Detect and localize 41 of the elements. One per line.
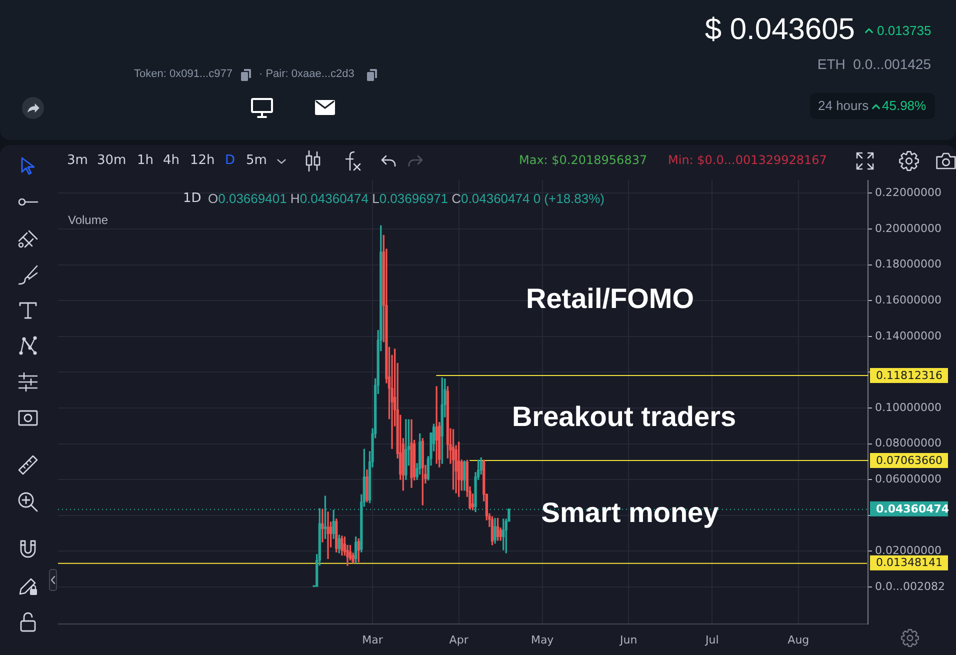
data-label: 0.11812316	[876, 368, 942, 382]
annotation: Volume	[68, 213, 108, 228]
y-tick-label: 0.06000000	[875, 472, 942, 486]
x-tick-label: Mar	[362, 633, 384, 646]
x-tick-label: Aug	[788, 633, 810, 646]
text: 45.98%	[882, 98, 926, 113]
y-tick-label: 0.22000000	[875, 186, 942, 200]
y-tick-label: 0.14000000	[875, 329, 942, 342]
annotation: 1D	[183, 190, 202, 206]
text: 24 hours	[818, 98, 869, 113]
annotation: Smart money	[541, 496, 719, 528]
y-tick-label: 0.16000000	[875, 293, 942, 306]
annotation: Retail/FOMO	[526, 282, 694, 314]
text: D	[225, 152, 236, 168]
y-tick-label: 0.08000000	[875, 436, 942, 450]
text: 1h	[137, 152, 154, 168]
data-label: 0.07063660	[876, 454, 942, 467]
x-tick-label: Apr	[449, 633, 469, 646]
x-tick-label: May	[530, 633, 554, 646]
text: $ 0.043605	[704, 12, 855, 46]
ref-line-label: 0.01348141	[876, 556, 942, 570]
text: Token: 0x091...c977	[134, 68, 232, 80]
text: ETH 0.0...001425	[817, 56, 931, 72]
text: 5m	[246, 152, 267, 168]
y-tick-label: 0.10000000	[875, 400, 942, 414]
text: 30m	[97, 152, 126, 168]
x-tick-label: Jun	[619, 633, 638, 646]
text: 4h	[163, 152, 180, 168]
annotation: Breakout traders	[512, 400, 736, 432]
x-tick-label: Jul	[704, 633, 719, 646]
y-tick-label: 0.0...002082	[875, 580, 945, 593]
text: 3m	[67, 152, 88, 168]
y-tick-label: 0.20000000	[875, 222, 942, 235]
text: Min: $0.0...001329928167	[668, 153, 827, 168]
text: 0.013735	[877, 22, 932, 38]
y-tick-label: 0.18000000	[875, 258, 942, 271]
text: Max: $0.2018956837	[519, 153, 648, 168]
text: · Pair: 0xaae...c2d3	[259, 68, 354, 80]
text: 12h	[190, 152, 215, 168]
y-tick-label: 0.02000000	[875, 544, 942, 558]
annotation: O0.03669401 H0.04360474 L0.03696971 C0.04360474 0 (+18.83%)	[208, 190, 605, 206]
